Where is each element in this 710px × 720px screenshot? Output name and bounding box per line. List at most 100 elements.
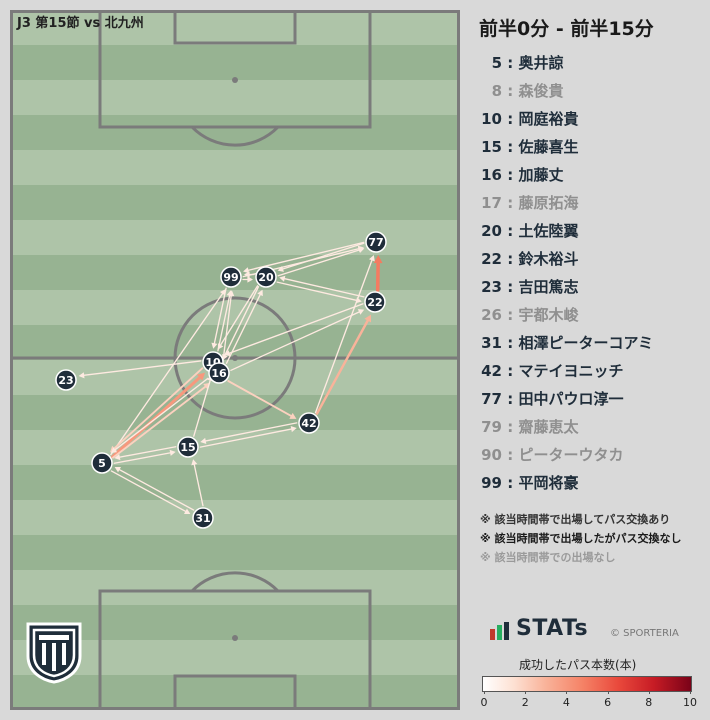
pass-arrowhead-42-to-77 <box>368 255 375 262</box>
player-node-label: 20 <box>258 271 274 284</box>
player-node-circle <box>255 266 277 288</box>
colorbar-tick-label: 2 <box>521 696 529 709</box>
player-separator: : <box>502 306 519 324</box>
pass-arrow-22-to-77 <box>375 258 380 292</box>
grass-stripe <box>10 465 460 501</box>
pass-arrow-20-to-77 <box>277 249 361 277</box>
player-node-42: 42 <box>298 412 320 434</box>
player-number: 26 <box>481 306 502 324</box>
pass-arrowhead-31-to-15 <box>191 459 198 466</box>
note-passed: ※ 該当時間帯で出場してパス交換あり <box>480 513 671 526</box>
grass-stripe <box>10 605 460 641</box>
top-penalty-spot <box>232 77 238 83</box>
player-node-label: 15 <box>180 441 195 454</box>
pass-arrowhead-16-to-22 <box>357 309 365 315</box>
player-node-circle <box>365 231 387 253</box>
player-node-16: 16 <box>208 362 230 384</box>
player-separator: : <box>502 110 519 128</box>
player-separator: : <box>502 54 519 72</box>
bottom-goal-area <box>173 674 297 710</box>
pass-arrowhead-31-to-5 <box>114 466 122 473</box>
player-node-label: 16 <box>211 367 227 380</box>
player-name: 田中パウロ淳一 <box>518 390 624 408</box>
player-name: 相澤ピーターコアミ <box>518 334 654 352</box>
player-separator: : <box>502 446 519 464</box>
pass-arrow-5-to-31 <box>110 470 187 513</box>
pass-arrow-16-to-99 <box>222 294 232 363</box>
grass-stripe <box>10 220 460 256</box>
grass-stripe <box>10 535 460 571</box>
note-no-pass: ※ 該当時間帯で出場したがパス交換なし <box>480 532 682 545</box>
player-separator: : <box>502 390 519 408</box>
pass-arrow-16-to-42 <box>227 380 294 418</box>
player-number: 31 <box>481 334 502 352</box>
pass-arrowhead-16-to-99 <box>228 290 235 297</box>
grass-stripe <box>10 395 460 431</box>
grass-stripe <box>10 45 460 81</box>
player-node-5: 5 <box>91 452 113 474</box>
player-node-circle <box>177 436 199 458</box>
player-number: 15 <box>481 138 502 156</box>
player-separator: : <box>502 194 519 212</box>
player-node-label: 23 <box>58 374 73 387</box>
player-row-26: 26 : 宇都木峻 <box>476 304 706 332</box>
pass-arrow-20-to-22 <box>276 281 358 302</box>
player-name: 平岡将豪 <box>518 474 579 492</box>
player-row-99: 99 : 平岡将豪 <box>476 472 706 500</box>
player-name: 奥井諒 <box>518 54 564 72</box>
top-penalty-area <box>98 10 372 129</box>
pass-arrowhead-16-to-5 <box>110 447 118 454</box>
player-name: 土佐陸翼 <box>518 222 579 240</box>
top-penalty-arc <box>190 125 280 147</box>
pass-arrow-15-to-42 <box>199 428 293 448</box>
player-node-label: 42 <box>301 417 316 430</box>
player-name: 森俊貴 <box>518 82 564 100</box>
player-name: 宇都木峻 <box>518 306 579 324</box>
player-node-77: 77 <box>365 231 387 253</box>
player-node-20: 20 <box>255 266 277 288</box>
pass-arrowhead-5-to-10 <box>196 372 206 381</box>
player-separator: : <box>502 138 519 156</box>
player-row-90: 90 : ピーターウタカ <box>476 444 706 472</box>
player-node-15: 15 <box>177 436 199 458</box>
pass-arrow-77-to-20 <box>281 242 365 270</box>
player-name: 鈴木裕斗 <box>518 250 579 268</box>
grass-stripe <box>10 675 460 710</box>
pass-arrow-20-to-10 <box>219 285 259 347</box>
player-separator: : <box>502 278 519 296</box>
player-node-circle <box>364 291 386 313</box>
colorbar <box>482 676 692 692</box>
player-number: 16 <box>481 166 502 184</box>
player-separator: : <box>502 222 519 240</box>
player-node-circle <box>91 452 113 474</box>
grass-stripe <box>10 430 460 466</box>
player-number: 90 <box>481 446 502 464</box>
pass-arrowhead-22-to-77 <box>373 255 383 264</box>
player-node-label: 99 <box>223 271 238 284</box>
player-row-5: 5 : 奥井諒 <box>476 52 706 80</box>
pass-arrow-31-to-15 <box>193 463 204 507</box>
player-node-circle <box>220 266 242 288</box>
player-separator: : <box>502 166 519 184</box>
player-row-20: 20 : 土佐陸翼 <box>476 220 706 248</box>
pass-arrow-42-to-77 <box>314 259 373 414</box>
time-period-title: 前半0分 - 前半15分 <box>479 18 654 40</box>
bottom-penalty-area <box>98 589 372 710</box>
player-separator: : <box>502 82 519 100</box>
grass-stripe <box>10 290 460 326</box>
player-node-label: 31 <box>195 512 210 525</box>
pass-arrow-22-to-10 <box>228 303 364 355</box>
player-name: 佐藤喜生 <box>518 138 579 156</box>
pass-arrowhead-42-to-22 <box>364 314 371 323</box>
player-node-23: 23 <box>55 369 77 391</box>
player-row-17: 17 : 藤原拓海 <box>476 192 706 220</box>
player-number: 5 <box>491 54 502 72</box>
colorbar-tick-label: 0 <box>480 696 488 709</box>
pass-arrowhead-99-to-20 <box>247 276 253 283</box>
player-number: 22 <box>481 250 502 268</box>
pass-arrowhead-16-to-20 <box>257 289 263 297</box>
pass-arrowhead-20-to-10 <box>217 343 224 350</box>
pass-arrow-77-to-99 <box>247 241 365 272</box>
player-separator: : <box>502 418 519 436</box>
